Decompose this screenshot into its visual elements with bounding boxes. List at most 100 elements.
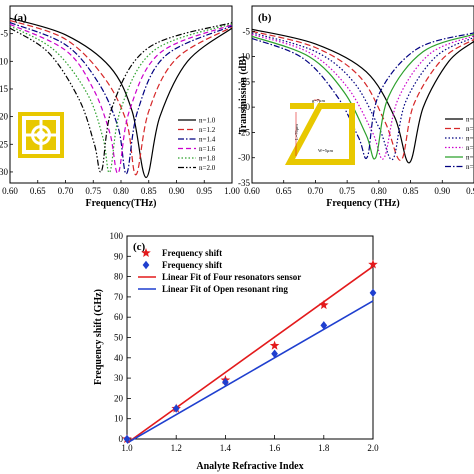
pb-x-tick-label: 0.70 (308, 186, 324, 196)
pc-y-tick-label: 20 (114, 393, 124, 403)
pc-y-tick-label: 60 (114, 312, 124, 322)
pb-legend-label: n=1.8 (466, 154, 474, 162)
pc-y-tick-label: 0 (119, 434, 124, 444)
panel-a: (a) 0.60 0.65 0.70 0.75 0.80 0.85 0.90 0.95 1.00… (0, 5, 240, 209)
pa-legend-label: n=2.0 (199, 164, 216, 172)
panel-b-legend: n=1.0n=1.2 n=1.4n=1.6 n=1.8n=2.0 (445, 116, 474, 171)
pb-x-tick-label: 0.60 (244, 186, 260, 196)
pa-legend-label: n=1.6 (199, 145, 216, 153)
split-ring-resonator-icon (18, 112, 64, 158)
pb-x-tick-label: 0.90 (434, 186, 450, 196)
pb-series-line (251, 33, 474, 160)
pa-legend-label: n=1.4 (199, 136, 216, 144)
pc-x-tick-label: 1.2 (171, 443, 182, 453)
pc-legend-label: Linear Fit of Open resonant ring (162, 284, 288, 294)
pc-legend-star-marker (141, 248, 151, 257)
pa-y-tick-label: -25 (0, 139, 8, 149)
panel-a-legend: n=1.0n=1.2 n=1.4n=1.6 n=1.8n=2.0 (178, 117, 216, 172)
pb-legend-label: n=1.6 (466, 144, 474, 152)
pb-legend-label: n=1.4 (466, 135, 474, 143)
panel-a-ticks: 0.60 0.65 0.70 0.75 0.80 0.85 0.90 0.95 1.00 -5 -1… (0, 29, 240, 196)
pa-x-tick-label: 0.75 (85, 186, 101, 196)
pb-series-line (251, 28, 474, 164)
pa-series-line (9, 22, 233, 173)
inset-gap-label: g=7μm (312, 98, 325, 103)
pa-x-tick-label: 0.90 (169, 186, 185, 196)
panel-b-ticks: 0.60 0.65 0.70 0.75 0.80 0.85 0.90 0.95 -5 -10 -15… (238, 26, 474, 196)
pa-series-line (9, 19, 233, 176)
pa-legend-label: n=1.2 (199, 126, 216, 134)
pb-series-line (251, 33, 474, 160)
pa-y-tick-label: -5 (1, 29, 9, 39)
pb-x-tick-label: 0.65 (276, 186, 292, 196)
pc-legend-diamond-marker (142, 260, 150, 270)
pb-legend-label: n=1.0 (466, 116, 474, 124)
inset-length-label: L=76μm (294, 124, 299, 140)
panel-b: (b) 0.60 0.65 0.70 0.75 0.80 0.85 0.90 0.95 -5 -1… (238, 5, 474, 209)
panel-c-x-axis-label: Analyte Refractive Index (196, 461, 303, 472)
pb-x-tick-label: 0.95 (466, 186, 474, 196)
pa-x-tick-label: 0.60 (2, 186, 18, 196)
inset-width-label: W=5μm (318, 148, 333, 153)
pc-legend-label: Frequency shift (162, 248, 222, 258)
pc-x-tick-label: 2.0 (367, 443, 379, 453)
pc-y-tick-label: 10 (114, 414, 124, 424)
pb-series-line (251, 30, 474, 161)
pa-x-tick-label: 0.65 (30, 186, 46, 196)
pc-x-tick-label: 1.4 (220, 443, 232, 453)
panel-c-label: (c) (133, 241, 146, 253)
pc-legend-label: Frequency shift (162, 260, 222, 270)
panel-a-series-group (9, 17, 233, 179)
panel-b-x-axis-label: Frequency (THz) (326, 198, 399, 209)
pa-y-tick-label: -10 (0, 56, 8, 66)
pb-y-tick-label: -25 (238, 127, 250, 137)
pb-y-tick-label: -35 (238, 178, 250, 188)
pa-series-line (9, 22, 233, 175)
panel-a-x-axis-label: Frequency(THz) (86, 198, 157, 209)
pc-y-tick-label: 30 (114, 373, 124, 383)
pc-diamond-point (123, 434, 131, 444)
pc-diamond-point (320, 321, 328, 330)
pc-y-tick-label: 100 (110, 231, 124, 241)
pa-x-tick-label: 0.70 (58, 186, 74, 196)
panel-b-y-axis-label: Transmission (dB) (238, 56, 249, 134)
pb-y-tick-label: -10 (238, 52, 250, 62)
pb-x-tick-label: 0.75 (339, 186, 355, 196)
pc-x-tick-label: 1.0 (121, 443, 133, 453)
pb-series-line (251, 32, 474, 161)
pc-star-point (319, 300, 329, 310)
panel-b-series-group (251, 28, 474, 164)
pb-x-tick-label: 0.85 (403, 186, 419, 196)
pc-star-point (269, 340, 280, 350)
pc-fit-line (126, 265, 374, 444)
pc-y-tick-label: 50 (114, 333, 124, 343)
pb-y-tick-label: -20 (238, 102, 250, 112)
pc-y-tick-label: 90 (114, 251, 124, 261)
pc-star-point (368, 259, 378, 269)
panel-a-label: (a) (14, 12, 27, 24)
panel-c-fit-lines (126, 265, 374, 444)
pc-fit-line (126, 300, 374, 444)
pa-y-tick-label: -30 (0, 167, 8, 177)
pc-legend-label: Linear Fit of Four resonators sensor (162, 272, 301, 282)
pc-x-tick-label: 1.8 (318, 443, 330, 453)
panel-c: (c) 1.0 1.2 1.4 1.6 1.8 2.0 0 10 20 30 40 50 60 70 80 9… (93, 231, 379, 472)
pb-legend-label: n=2.0 (466, 163, 474, 171)
pc-x-tick-label: 1.6 (269, 443, 281, 453)
panel-c-legend: Frequency shift Frequency shift Linear Fit… (138, 248, 301, 294)
pa-y-tick-label: -20 (0, 112, 8, 122)
pb-y-tick-label: -30 (238, 153, 250, 163)
panel-c-points (122, 259, 378, 444)
pb-legend-label: n=1.2 (466, 125, 474, 133)
pa-legend-label: n=1.0 (199, 117, 216, 125)
pa-x-tick-label: 0.95 (196, 186, 212, 196)
panel-b-label: (b) (258, 12, 272, 24)
pc-y-tick-label: 80 (114, 272, 124, 282)
pa-series-line (9, 23, 233, 174)
pc-y-tick-label: 70 (114, 292, 124, 302)
pa-x-tick-label: 0.80 (113, 186, 129, 196)
pa-series-line (9, 23, 233, 174)
panel-c-y-axis-label: Frequency shift (GHz) (93, 289, 104, 385)
pa-legend-label: n=1.8 (199, 155, 216, 163)
